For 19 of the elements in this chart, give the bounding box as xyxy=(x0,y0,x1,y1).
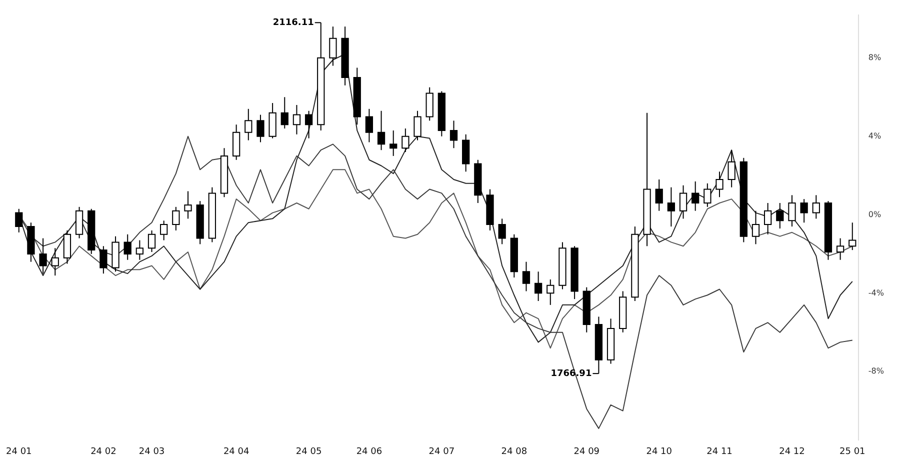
x-tick-label: 24 11 xyxy=(706,446,732,457)
x-tick-label: 24 05 xyxy=(296,446,322,457)
x-tick-label: 25 01 xyxy=(840,446,866,457)
y-tick-label: -8% xyxy=(868,366,884,376)
x-tick-label: 24 12 xyxy=(779,446,805,457)
x-tick-label: 24 02 xyxy=(90,446,116,457)
x-tick-label: 24 09 xyxy=(574,446,600,457)
x-tick-label: 24 06 xyxy=(356,446,382,457)
x-tick-label: 24 04 xyxy=(223,446,250,457)
y-tick-label: 4% xyxy=(868,131,882,140)
y-tick-label: 0% xyxy=(868,210,882,219)
x-tick-label: 24 07 xyxy=(428,446,455,457)
x-tick-label: 24 01 xyxy=(6,446,32,457)
x-tick-label: 24 10 xyxy=(646,446,672,457)
y-tick-label: 8% xyxy=(868,53,882,62)
annotation: 2116.11 xyxy=(272,18,314,28)
x-tick-label: 24 08 xyxy=(501,446,528,457)
y-tick-label: -4% xyxy=(868,288,884,298)
x-tick-label: 24 03 xyxy=(138,446,165,457)
